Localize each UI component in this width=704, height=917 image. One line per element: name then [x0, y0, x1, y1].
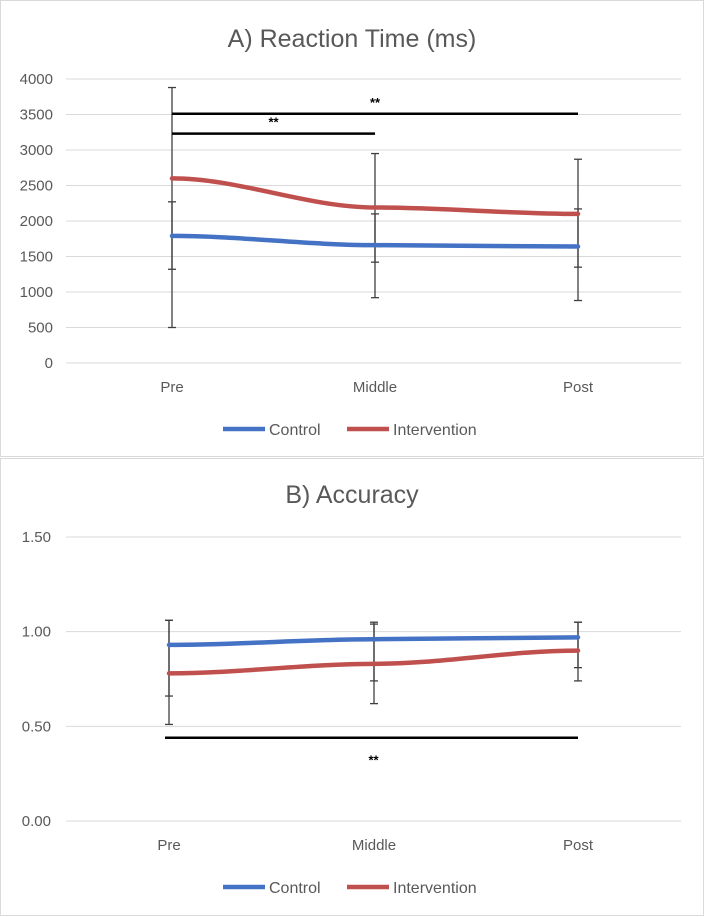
legend-label-control: Control: [269, 422, 321, 439]
significance-label: **: [268, 115, 279, 130]
significance-label: **: [368, 753, 379, 768]
legend-label-control: Control: [269, 880, 321, 897]
accuracy-panel: B) Accuracy 0.00 0.50 1.00 1.50 Pre Middle Post…: [0, 458, 704, 916]
y-tick-label: 4000: [20, 71, 53, 88]
chart-title: B) Accuracy: [285, 481, 419, 509]
x-tick-label: Post: [563, 379, 594, 396]
significance-label: **: [370, 95, 381, 110]
series-line-control: [166, 635, 581, 648]
y-tick-label: 3500: [20, 107, 53, 124]
series-line-intervention: [166, 648, 581, 676]
series-line-intervention: [169, 176, 581, 217]
y-tick-label: 1000: [20, 284, 53, 301]
y-tick-label: 2500: [20, 178, 53, 195]
x-tick-label: Pre: [157, 837, 180, 854]
y-tick-label: 1.50: [22, 529, 51, 546]
y-tick-label: 1500: [20, 249, 53, 266]
x-tick-label: Pre: [160, 379, 183, 396]
x-tick-label: Middle: [353, 379, 397, 396]
y-tick-label: 500: [28, 320, 53, 337]
accuracy-chart: B) Accuracy 0.00 0.50 1.00 1.50 Pre Middle Post…: [22, 481, 681, 897]
reaction-time-panel: A) Reaction Time (ms) 0 500 1000 1500 2000 250…: [0, 0, 704, 457]
chart-title: A) Reaction Time (ms): [228, 25, 477, 53]
x-tick-label: Middle: [352, 837, 396, 854]
y-tick-label: 3000: [20, 142, 53, 159]
legend-label-intervention: Intervention: [393, 422, 477, 439]
y-tick-label: 0.50: [22, 718, 51, 735]
y-tick-label: 1.00: [22, 624, 51, 641]
reaction-time-chart: A) Reaction Time (ms) 0 500 1000 1500 2000 250…: [20, 25, 681, 439]
x-tick-label: Post: [563, 837, 594, 854]
y-tick-label: 0: [45, 355, 53, 372]
y-tick-label: 0.00: [22, 813, 51, 830]
series-line-control: [169, 233, 581, 249]
legend-label-intervention: Intervention: [393, 880, 477, 897]
y-tick-label: 2000: [20, 213, 53, 230]
